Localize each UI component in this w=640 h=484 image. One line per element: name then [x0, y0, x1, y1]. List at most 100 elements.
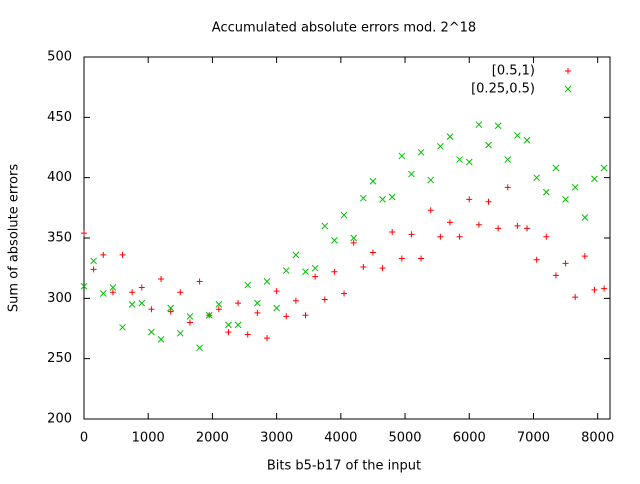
y-tick-label: 200	[47, 412, 72, 427]
point	[581, 214, 589, 221]
point	[177, 289, 184, 296]
point	[485, 141, 492, 149]
point	[90, 266, 97, 273]
x-tick-label: 0	[80, 431, 88, 446]
point	[263, 278, 271, 285]
x-axis-label: Bits b5-b17 of the input	[267, 459, 421, 474]
point	[215, 306, 222, 313]
point	[542, 188, 550, 196]
point	[273, 288, 280, 295]
point	[417, 148, 425, 156]
point	[81, 230, 87, 237]
point	[244, 281, 252, 289]
point	[312, 273, 319, 280]
point	[254, 309, 261, 316]
point	[388, 193, 396, 201]
point	[100, 251, 107, 258]
point	[234, 321, 242, 329]
point	[408, 231, 415, 238]
point	[360, 263, 367, 270]
point	[524, 225, 531, 232]
point	[514, 222, 521, 229]
x-tick-label: 2000	[196, 431, 229, 446]
x-tick-label: 7000	[517, 431, 550, 446]
point	[302, 268, 309, 276]
legend-label: [0.25,0.5)	[471, 82, 535, 97]
point	[119, 323, 126, 331]
point	[273, 304, 280, 312]
x-tick-label: 4000	[324, 431, 357, 446]
x-tick-label: 8000	[581, 431, 614, 446]
point	[379, 196, 386, 203]
point	[418, 255, 425, 262]
x-tick-label: 6000	[453, 431, 486, 446]
point	[369, 177, 377, 185]
point	[99, 290, 107, 297]
point	[552, 272, 559, 279]
point	[562, 196, 569, 203]
point	[504, 184, 511, 191]
point	[514, 132, 521, 139]
point	[485, 198, 492, 205]
point	[446, 133, 454, 140]
point	[533, 174, 541, 182]
point	[331, 268, 338, 275]
point	[600, 164, 608, 172]
point	[572, 294, 579, 301]
x-tick-label: 1000	[132, 431, 165, 446]
point	[591, 286, 598, 293]
point	[215, 301, 223, 308]
point	[495, 225, 502, 232]
point	[119, 251, 126, 258]
point	[225, 329, 232, 336]
point	[129, 289, 136, 296]
point	[283, 313, 290, 320]
point	[350, 234, 358, 242]
x-tick-label: 3000	[260, 431, 293, 446]
point	[543, 233, 550, 240]
point	[90, 257, 97, 265]
point	[475, 121, 483, 128]
point	[109, 284, 117, 291]
point	[456, 233, 463, 240]
plot-frame	[83, 56, 611, 420]
point	[552, 164, 560, 172]
point	[167, 304, 175, 312]
point	[398, 255, 405, 262]
point	[176, 329, 184, 337]
point	[254, 299, 261, 307]
point	[398, 152, 406, 160]
point	[186, 313, 194, 320]
point	[235, 300, 242, 307]
point	[263, 335, 270, 342]
point	[504, 156, 512, 163]
point	[437, 142, 444, 150]
point	[456, 156, 463, 163]
legend-marker	[564, 85, 572, 93]
point	[437, 233, 444, 240]
point	[311, 264, 319, 272]
point	[571, 183, 579, 191]
point	[321, 222, 329, 230]
point	[494, 122, 502, 130]
point	[331, 237, 338, 244]
y-axis-label: Sum of absolute errors	[7, 164, 22, 312]
y-tick-label: 250	[47, 351, 72, 366]
point	[427, 176, 435, 184]
y-tick-label: 450	[47, 110, 72, 125]
point	[109, 289, 116, 296]
point	[475, 221, 482, 228]
point	[601, 285, 608, 292]
point	[128, 301, 136, 308]
y-tick-label: 300	[47, 291, 72, 306]
point	[282, 267, 290, 274]
point	[148, 328, 155, 336]
point	[138, 299, 146, 307]
point	[359, 194, 367, 202]
point	[446, 219, 453, 226]
point	[562, 260, 569, 267]
point	[581, 253, 588, 260]
legend-marker	[565, 68, 571, 74]
point	[138, 284, 145, 291]
